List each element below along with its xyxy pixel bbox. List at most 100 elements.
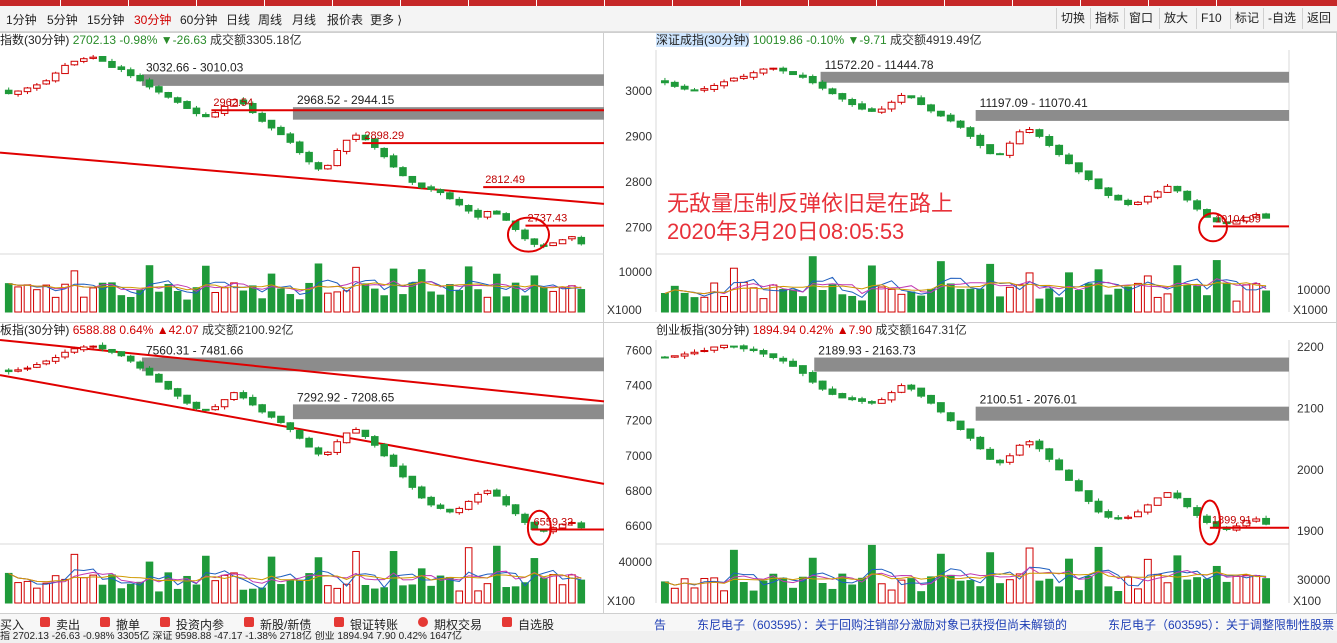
candle-body — [136, 361, 144, 369]
indicator-button[interactable]: 指标 — [1090, 8, 1123, 29]
tab-more[interactable]: 更多 ⟩ — [370, 13, 403, 27]
volume-bar — [295, 299, 304, 313]
candle-body — [399, 465, 407, 478]
tab-30min[interactable]: 30分钟 — [134, 13, 172, 27]
tab-weekly[interactable]: 周线 — [258, 13, 283, 27]
tab-daily[interactable]: 日线 — [226, 13, 251, 27]
candle-body — [464, 205, 473, 212]
window-button[interactable]: 窗口 — [1124, 8, 1157, 29]
volume-bar — [1114, 591, 1123, 604]
volume-bar — [1065, 558, 1073, 604]
tab-5min[interactable]: 5分钟 — [47, 13, 78, 27]
zoom-button[interactable]: 放大 — [1159, 8, 1192, 29]
volume-ma-line — [8, 568, 582, 590]
candle-body — [136, 74, 144, 82]
volume-bar — [89, 287, 97, 313]
volume-bar — [295, 579, 304, 604]
candle-body — [474, 209, 482, 218]
candle-body — [966, 428, 975, 439]
chart-panel-chinext[interactable]: 创业板指(30分钟) 1894.94 0.42% ▲7.90 成交额1647.3… — [604, 322, 1337, 613]
candle-body — [867, 401, 876, 404]
volume-bar — [966, 580, 975, 604]
tab-quote-table[interactable]: 报价表 — [327, 13, 364, 27]
switch-button[interactable]: 切换 — [1056, 8, 1089, 29]
volume-bar — [976, 586, 985, 604]
volume-bar — [164, 572, 173, 604]
tab-15min[interactable]: 15分钟 — [87, 13, 125, 27]
volume-bar — [1183, 579, 1192, 604]
volume-bar — [759, 580, 768, 604]
candle-body — [759, 68, 768, 74]
back-button[interactable]: 返回 — [1302, 8, 1335, 29]
volume-tick-label-right: 30000 — [1297, 573, 1331, 587]
panel-change: ▼-9.71 — [847, 33, 887, 47]
news-ticker-item[interactable]: 东尼电子（603595）：关于回购注销部分激励对象已获授但尚未解锁的 — [697, 618, 1068, 632]
tab-60min[interactable]: 60分钟 — [180, 13, 218, 27]
volume-bar — [848, 295, 857, 313]
kline-chart[interactable]: 3032.66 - 3010.03 2968.52 - 2944.15 2962.5… — [0, 32, 642, 322]
volume-bar — [248, 285, 257, 313]
candle-body — [670, 81, 679, 87]
tab-1min[interactable]: 1分钟 — [6, 13, 37, 27]
research-button[interactable]: 投资内参 — [176, 618, 225, 632]
volume-bar — [192, 584, 201, 604]
buy-button[interactable]: 买入 — [0, 618, 25, 632]
chart-panel-shanghai[interactable]: 指数(30分钟) 2702.13 -0.98% ▼-26.63 成交额3305.… — [0, 32, 642, 322]
volume-bar — [42, 582, 51, 604]
volume-bar — [1025, 272, 1034, 313]
f10-button[interactable]: F10 — [1196, 8, 1226, 29]
candle-body — [436, 504, 445, 509]
ipo-button[interactable]: 新股/新债 — [260, 618, 312, 632]
candle-body — [202, 408, 210, 411]
volume-bar — [51, 575, 60, 604]
volume-bar — [1252, 283, 1261, 313]
candle-body — [749, 348, 758, 352]
volume-bar — [33, 289, 41, 313]
volume-bar — [577, 289, 586, 313]
candle-body — [51, 357, 60, 362]
candle-body — [1173, 185, 1182, 192]
candle-body — [1242, 216, 1251, 222]
chart-panel-sme[interactable]: 板指(30分钟) 6588.88 0.64% ▲42.07 成交额2100.92… — [0, 322, 635, 613]
mark-button[interactable]: 标记 — [1230, 8, 1263, 29]
candle-body — [1015, 131, 1024, 145]
tab-monthly[interactable]: 月线 — [292, 13, 317, 27]
kline-chart[interactable]: 7560.31 - 7481.66 7292.92 - 7208.65 6559.3… — [0, 322, 635, 613]
candle-body — [1035, 440, 1044, 450]
volume-bar — [798, 296, 807, 313]
news-ticker-item[interactable]: 东尼电子（603595）：关于调整限制性股票 — [1108, 618, 1335, 632]
candle-body — [164, 91, 173, 98]
sell-button[interactable]: 卖出 — [56, 618, 81, 632]
watchlist-button[interactable]: -自选 — [1263, 8, 1300, 29]
candle-body — [700, 350, 709, 353]
volume-ma-line — [664, 570, 1267, 586]
candle-body — [521, 229, 529, 240]
y-tick-label: 7400 — [625, 379, 652, 393]
resistance-band-label: 7560.31 - 7481.66 — [146, 343, 244, 357]
volume-bar — [917, 295, 926, 313]
volume-bar — [333, 291, 342, 313]
volume-bar — [818, 583, 827, 604]
candle-body — [907, 384, 916, 390]
volume-bar — [70, 270, 79, 313]
options-button[interactable]: 期权交易 — [434, 618, 483, 632]
bank-transfer-button[interactable]: 银证转账 — [350, 618, 399, 632]
watchlist-stocks-button[interactable]: 自选股 — [518, 618, 555, 632]
chart-panel-shenzhen[interactable]: 深证成指(30分钟) 10019.86 -0.10% ▼-9.71 成交额491… — [604, 32, 1337, 322]
candle-body — [145, 367, 154, 376]
volume-bar — [897, 579, 906, 604]
panel-index-name: 创业板指(30分钟) — [656, 323, 750, 337]
candle-body — [1065, 154, 1073, 165]
volume-bar — [996, 583, 1004, 604]
kline-chart[interactable]: 3000290028002700115001100010500100001157… — [604, 32, 1337, 322]
candle-body — [798, 74, 807, 78]
volume-bar — [399, 585, 407, 604]
candle-body — [408, 175, 417, 183]
candle-body — [305, 437, 313, 448]
cancel-order-button[interactable]: 撤单 — [116, 618, 141, 632]
volume-bar — [202, 555, 210, 604]
kline-chart[interactable]: 7600 7400 7200 7000 6800 6600 2200 2100 2000 1900… — [604, 322, 1337, 613]
candle-body — [690, 351, 699, 355]
candle-body — [126, 69, 135, 77]
trend-line — [0, 151, 605, 205]
